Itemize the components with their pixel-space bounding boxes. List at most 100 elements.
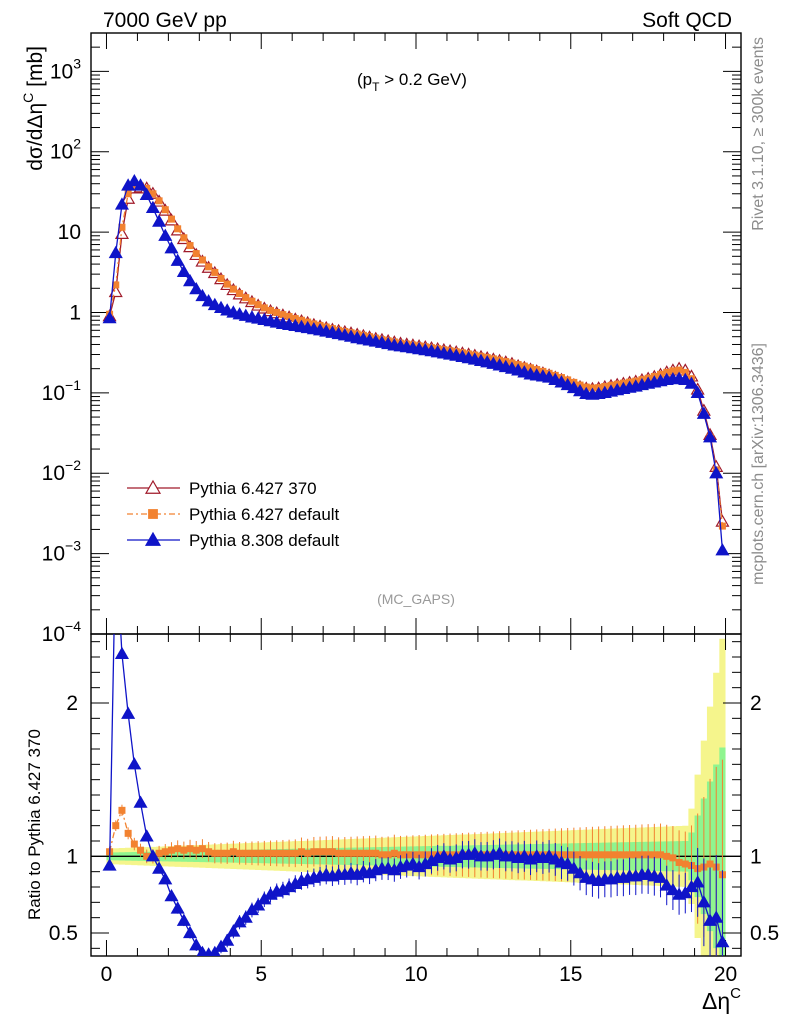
watermark: (MC_GAPS) [377, 591, 455, 607]
data-point [161, 206, 169, 214]
ratio-point [653, 870, 668, 883]
ratio-point [573, 865, 588, 879]
ratio-point [715, 934, 730, 948]
ratio-point [133, 795, 148, 808]
y-tick-label-main: 10 [58, 221, 81, 244]
data-point [217, 274, 225, 282]
ratio-point [341, 849, 349, 857]
ratio-point [378, 851, 386, 859]
ratio-series [102, 634, 730, 956]
data-point [681, 368, 689, 376]
data-point [149, 190, 157, 198]
x-tick-label: 15 [559, 963, 582, 986]
band-outer [106, 638, 726, 956]
ratio-point [353, 849, 361, 857]
ratio-point [158, 872, 173, 885]
data-point [663, 368, 671, 376]
data-point [114, 197, 129, 210]
legend-marker [148, 509, 158, 519]
ratio-point [155, 849, 163, 857]
data-point [709, 466, 724, 479]
y-tick-label-main: 10−4 [42, 618, 82, 646]
x-tick-label: 0 [101, 963, 113, 986]
data-point [678, 372, 693, 385]
data-point [155, 197, 163, 205]
ratio-point [260, 849, 268, 857]
ratio-point [211, 849, 219, 857]
ratio-point [663, 852, 671, 860]
ratio-point [279, 849, 287, 857]
ratio-point [285, 849, 293, 857]
ratio-point [690, 875, 705, 888]
ratio-point [659, 878, 674, 891]
ratio-point [644, 851, 652, 859]
ratio-point [238, 910, 253, 923]
ratio-point [220, 933, 235, 946]
ratio-point [310, 848, 318, 856]
ratio-point [560, 856, 575, 870]
x-tick-label: 10 [404, 963, 427, 986]
main-series [102, 173, 730, 556]
ratio-point [189, 938, 204, 951]
series-line-2 [108, 184, 724, 527]
data-point [236, 290, 244, 298]
ratio-point [613, 851, 621, 859]
y-tick-label-ratio-right: 2 [750, 692, 762, 715]
ratio-point [632, 851, 640, 859]
ratio-point [217, 849, 225, 857]
tick-labels: 0 5 10 15 20 10−4 10−3 10−2 10−1 1 10 102 103 0.5 0.5 1… [42, 55, 780, 986]
data-point [684, 376, 699, 389]
legend-label: Pythia 6.427 370 [189, 479, 317, 498]
legend-label: Pythia 8.308 default [189, 531, 340, 550]
data-point [167, 215, 175, 223]
ratio-point [582, 851, 590, 859]
ratio-point [390, 849, 398, 857]
legend-marker [144, 531, 162, 546]
data-point [273, 308, 281, 316]
data-point [703, 430, 718, 443]
ratio-point [328, 848, 336, 856]
ratio-point [248, 849, 256, 857]
ratio-point [192, 846, 200, 854]
data-point [229, 285, 237, 293]
y-tick-label-main: 102 [50, 136, 81, 164]
y-tick-label-ratio: 2 [66, 692, 78, 715]
ratio-point [384, 851, 392, 859]
annotation-cut: (pT > 0.2 GeV) [357, 70, 467, 94]
data-point [118, 223, 126, 231]
data-point [170, 253, 185, 266]
data-point [186, 242, 194, 250]
data-point [127, 173, 142, 187]
ratio-point [657, 851, 665, 859]
data-point [260, 304, 268, 312]
data-point [201, 294, 216, 307]
ratio-point [273, 849, 281, 857]
ratio-point [121, 706, 136, 719]
ratio-point [372, 849, 380, 857]
ratio-point [322, 848, 330, 856]
ratio-point [706, 860, 714, 868]
ratio-point [347, 849, 355, 857]
ratio-point [588, 851, 596, 859]
ratio-point [183, 925, 198, 939]
ratio-point [359, 849, 367, 857]
ratio-point [254, 849, 262, 857]
ratio-point [137, 846, 145, 854]
side-label-rivet: Rivet 3.1.10, ≥ 300k events [750, 37, 767, 231]
x-tick-label: 20 [714, 963, 737, 986]
ratio-point [226, 924, 241, 937]
ratio-point [650, 851, 658, 859]
ratio-point [213, 939, 229, 952]
ratio-point [709, 910, 724, 923]
data-point [152, 214, 167, 227]
ratio-point [198, 845, 206, 853]
ratio-point [669, 854, 677, 862]
data-point [242, 294, 250, 302]
data-point [248, 297, 256, 305]
data-point [205, 263, 213, 271]
title-right: Soft QCD [642, 9, 732, 32]
ratio-point [102, 858, 117, 871]
x-axis-label: ΔηC [702, 985, 741, 1014]
data-point [291, 315, 299, 323]
